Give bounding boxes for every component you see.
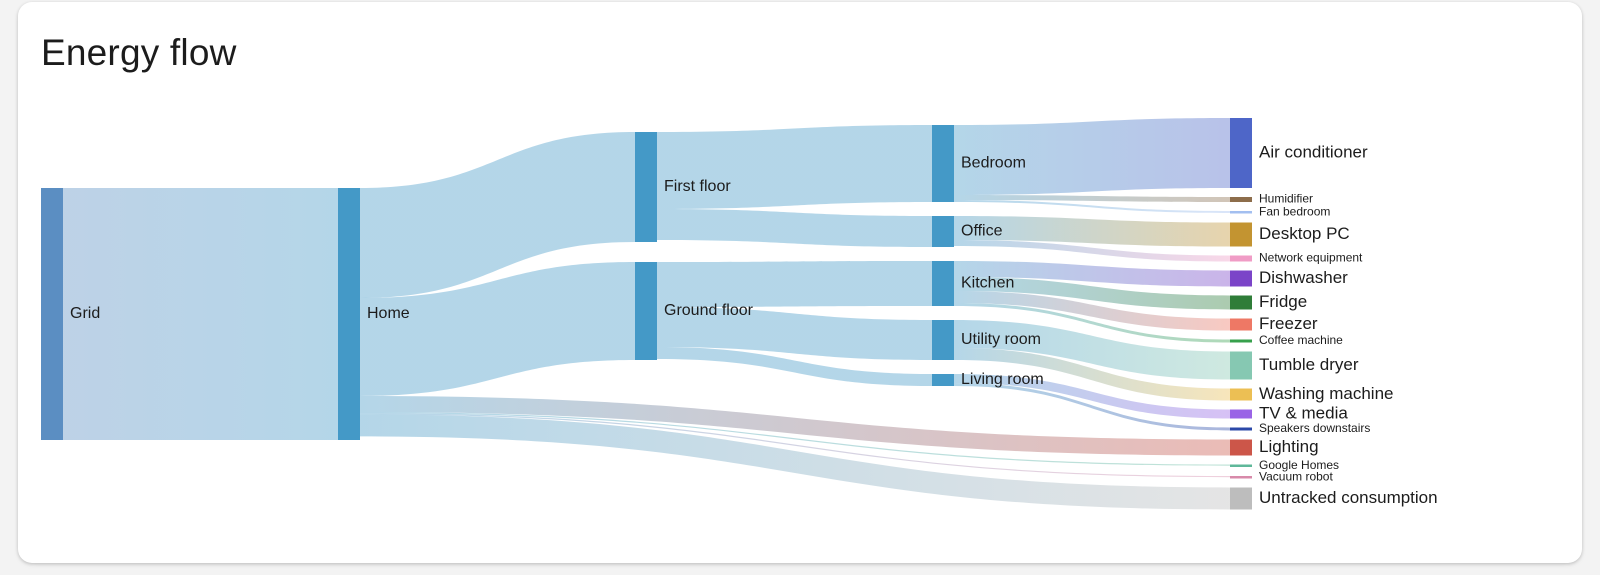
flow-link-ground_floor-to-kitchen[interactable] bbox=[657, 261, 932, 307]
flow-link-home-to-untracked[interactable] bbox=[360, 414, 1230, 510]
flow-link-bedroom-to-humidifier[interactable] bbox=[954, 195, 1230, 202]
flow-link-bedroom-to-air_conditioner[interactable] bbox=[954, 118, 1230, 195]
label-freezer: Freezer bbox=[1259, 314, 1318, 333]
flow-link-home-to-vacuum_robot[interactable] bbox=[360, 413, 1230, 478]
label-home: Home bbox=[367, 305, 410, 322]
flow-labels: Grid Home First floor Ground floor Bedroom Of… bbox=[70, 142, 1438, 507]
node-home[interactable] bbox=[338, 188, 360, 440]
label-first-floor: First floor bbox=[664, 178, 731, 195]
flow-link-living_room-to-speakers_downstairs[interactable] bbox=[954, 383, 1230, 431]
flow-link-office-to-network_equipment[interactable] bbox=[954, 240, 1230, 262]
label-ground-floor: Ground floor bbox=[664, 302, 754, 319]
node-humidifier[interactable] bbox=[1230, 197, 1252, 202]
flow-link-home-to-google_homes[interactable] bbox=[360, 412, 1230, 466]
node-freezer[interactable] bbox=[1230, 318, 1252, 331]
flow-link-bedroom-to-fan_bedroom[interactable] bbox=[954, 200, 1230, 213]
label-dishwasher: Dishwasher bbox=[1259, 268, 1348, 287]
flow-link-living_room-to-tv_media[interactable] bbox=[954, 374, 1230, 419]
node-office[interactable] bbox=[932, 216, 954, 247]
node-first-floor[interactable] bbox=[635, 132, 657, 242]
label-vacuum-robot: Vacuum robot bbox=[1259, 469, 1333, 483]
label-fan-bedroom: Fan bedroom bbox=[1259, 204, 1330, 218]
node-living-room[interactable] bbox=[932, 374, 954, 386]
label-air-conditioner: Air conditioner bbox=[1259, 142, 1368, 161]
flow-link-home-to-lighting[interactable] bbox=[360, 396, 1230, 456]
flow-link-grid-to-home[interactable] bbox=[63, 188, 338, 440]
node-lighting[interactable] bbox=[1230, 439, 1252, 456]
node-fridge[interactable] bbox=[1230, 295, 1252, 310]
label-speakers-downstairs: Speakers downstairs bbox=[1259, 421, 1370, 435]
label-fridge: Fridge bbox=[1259, 292, 1307, 311]
flow-links bbox=[63, 118, 1230, 510]
label-utility-room: Utility room bbox=[961, 331, 1041, 348]
flow-link-first_floor-to-office[interactable] bbox=[657, 209, 932, 247]
node-network-equipment[interactable] bbox=[1230, 255, 1252, 262]
label-coffee-machine: Coffee machine bbox=[1259, 333, 1343, 347]
label-humidifier: Humidifier bbox=[1259, 192, 1313, 206]
label-living-room: Living room bbox=[961, 371, 1044, 388]
node-tv-media[interactable] bbox=[1230, 409, 1252, 419]
label-google-homes: Google Homes bbox=[1259, 458, 1339, 472]
node-air-conditioner[interactable] bbox=[1230, 118, 1252, 188]
flow-nodes bbox=[41, 118, 1252, 510]
label-bedroom: Bedroom bbox=[961, 155, 1026, 172]
flow-link-kitchen-to-dishwasher[interactable] bbox=[954, 261, 1230, 287]
label-tv-media: TV & media bbox=[1259, 403, 1348, 422]
flow-link-first_floor-to-bedroom[interactable] bbox=[657, 125, 932, 209]
node-ground-floor[interactable] bbox=[635, 262, 657, 360]
card-title: Energy flow bbox=[41, 32, 237, 73]
flow-link-kitchen-to-coffee_machine[interactable] bbox=[954, 303, 1230, 343]
label-grid: Grid bbox=[70, 305, 100, 322]
label-washing-machine: Washing machine bbox=[1259, 384, 1394, 403]
label-desktop-pc: Desktop PC bbox=[1259, 224, 1350, 243]
node-untracked[interactable] bbox=[1230, 487, 1252, 510]
label-kitchen: Kitchen bbox=[961, 275, 1014, 292]
flow-link-ground_floor-to-utility_room[interactable] bbox=[657, 307, 932, 360]
flow-link-utility_room-to-tumble_dryer[interactable] bbox=[954, 320, 1230, 380]
flow-link-home-to-ground_floor[interactable] bbox=[360, 262, 635, 396]
node-coffee-machine[interactable] bbox=[1230, 339, 1252, 343]
flow-link-home-to-first_floor[interactable] bbox=[360, 132, 635, 298]
flow-link-office-to-desktop_pc[interactable] bbox=[954, 216, 1230, 247]
node-grid[interactable] bbox=[41, 188, 63, 440]
node-kitchen[interactable] bbox=[932, 261, 954, 306]
node-google-homes[interactable] bbox=[1230, 464, 1252, 468]
node-vacuum-robot[interactable] bbox=[1230, 476, 1252, 479]
node-washing-machine[interactable] bbox=[1230, 388, 1252, 401]
flow-link-kitchen-to-fridge[interactable] bbox=[954, 277, 1230, 310]
flow-link-utility_room-to-washing_machine[interactable] bbox=[954, 348, 1230, 401]
node-fan-bedroom[interactable] bbox=[1230, 211, 1252, 214]
flow-link-ground_floor-to-living_room[interactable] bbox=[657, 347, 932, 386]
node-bedroom[interactable] bbox=[932, 125, 954, 202]
node-desktop-pc[interactable] bbox=[1230, 222, 1252, 247]
label-tumble-dryer: Tumble dryer bbox=[1259, 355, 1359, 374]
label-lighting: Lighting bbox=[1259, 437, 1319, 456]
node-utility-room[interactable] bbox=[932, 320, 954, 360]
node-dishwasher[interactable] bbox=[1230, 270, 1252, 287]
node-speakers-downstairs[interactable] bbox=[1230, 427, 1252, 431]
label-network-equipment: Network equipment bbox=[1259, 251, 1363, 265]
label-office: Office bbox=[961, 223, 1003, 240]
node-tumble-dryer[interactable] bbox=[1230, 351, 1252, 380]
label-untracked: Untracked consumption bbox=[1259, 488, 1438, 507]
flow-link-kitchen-to-freezer[interactable] bbox=[954, 291, 1230, 331]
